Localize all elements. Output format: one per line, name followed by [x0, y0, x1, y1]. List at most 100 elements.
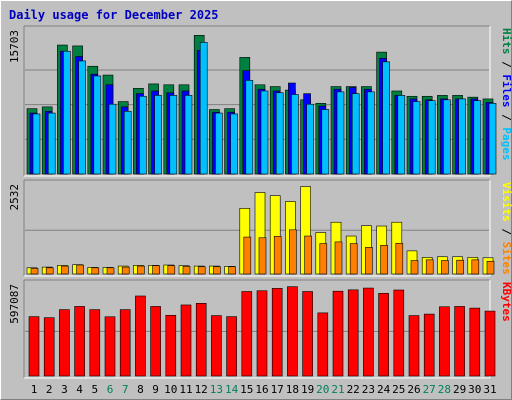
x-tick-label-day-25: 25 [392, 383, 405, 396]
bar-visits-sites-day-2 [45, 267, 54, 275]
x-tick-label-day-29: 29 [453, 383, 466, 396]
bar-hits-pages-day-8 [139, 95, 147, 175]
bar-kbytes-kbytes-day-18 [287, 286, 298, 377]
x-tick-label-day-13: 13 [210, 383, 223, 396]
bar-visits-sites-day-7 [121, 266, 130, 275]
bar-hits-pages-day-21 [336, 91, 345, 175]
bar-hits-pages-day-23 [367, 91, 375, 175]
x-tick-label-day-14: 14 [225, 383, 239, 396]
legend-entry-sites: Sites [500, 242, 512, 275]
legend-separator: / [500, 55, 512, 75]
x-tick-label-day-16: 16 [255, 383, 268, 396]
bar-kbytes-kbytes-day-22 [347, 289, 359, 377]
bar-hits-pages-day-1 [32, 113, 41, 175]
bar-hits-pages-day-22 [351, 93, 360, 175]
bar-kbytes-kbytes-day-8 [135, 295, 146, 377]
chart-title: Daily usage for December 2025 [9, 8, 219, 22]
bar-visits-sites-day-6 [106, 267, 115, 275]
bar-visits-sites-day-3 [61, 265, 69, 275]
bar-visits-sites-day-27 [425, 259, 434, 275]
bar-kbytes-kbytes-day-15 [241, 291, 253, 377]
bar-hits-pages-day-15 [245, 80, 254, 175]
bar-hits-pages-day-24 [382, 61, 390, 175]
bar-hits-pages-day-30 [473, 100, 482, 175]
bar-visits-sites-day-4 [76, 264, 84, 275]
x-tick-label-day-28: 28 [438, 383, 451, 396]
x-tick-label-day-17: 17 [271, 383, 284, 396]
bar-hits-pages-day-4 [78, 60, 86, 175]
bar-visits-sites-day-17 [273, 236, 282, 275]
bar-hits-pages-day-11 [184, 95, 193, 175]
bar-kbytes-kbytes-day-21 [332, 290, 344, 377]
bar-kbytes-kbytes-day-3 [59, 309, 70, 377]
x-tick-label-day-21: 21 [331, 383, 344, 396]
bar-hits-pages-day-28 [443, 99, 451, 175]
bar-hits-pages-day-18 [291, 94, 299, 175]
bar-kbytes-kbytes-day-29 [454, 306, 465, 377]
bar-kbytes-kbytes-day-4 [74, 306, 85, 377]
bar-kbytes-kbytes-day-11 [180, 304, 192, 377]
bar-kbytes-kbytes-day-20 [317, 312, 329, 377]
bar-visits-sites-day-26 [410, 260, 419, 275]
bar-hits-pages-day-13 [215, 112, 223, 175]
x-tick-label-day-2: 2 [46, 383, 53, 396]
bar-hits-pages-day-27 [427, 100, 436, 175]
bar-kbytes-kbytes-day-27 [423, 313, 435, 377]
bar-visits-sites-day-16 [258, 237, 267, 275]
legend-hits: Hits / Files / Pages [500, 28, 512, 161]
bar-visits-sites-day-22 [349, 243, 358, 275]
bar-hits-pages-day-5 [93, 75, 102, 175]
bar-visits-sites-day-30 [471, 259, 480, 275]
bar-kbytes-kbytes-day-2 [43, 317, 55, 377]
bar-visits-sites-day-1 [30, 268, 39, 275]
legend-entry-pages: Pages [500, 127, 512, 160]
ymax-label-kbytes: 597087 [8, 284, 21, 324]
x-tick-label-day-20: 20 [316, 383, 329, 396]
bar-kbytes-kbytes-day-24 [378, 292, 389, 377]
bar-hits-pages-day-10 [169, 95, 178, 175]
bar-kbytes-kbytes-day-31 [484, 310, 496, 377]
bar-visits-sites-day-14 [228, 266, 236, 275]
bar-kbytes-kbytes-day-12 [195, 303, 207, 377]
bar-kbytes-kbytes-day-5 [89, 309, 101, 377]
bar-kbytes-kbytes-day-14 [226, 316, 237, 377]
x-tick-label-day-26: 26 [407, 383, 420, 396]
bar-hits-pages-day-17 [275, 92, 284, 175]
x-tick-label-day-6: 6 [107, 383, 114, 396]
x-tick-label-day-5: 5 [91, 383, 98, 396]
legend-kbytes: KBytes [500, 282, 512, 322]
bar-visits-sites-day-12 [197, 266, 206, 275]
bar-kbytes-kbytes-day-23 [363, 287, 374, 377]
bar-hits-pages-day-25 [397, 95, 406, 175]
legend-visits: Visits / Sites [500, 182, 512, 275]
ymax-label-visits: 2532 [8, 184, 21, 211]
x-tick-label-day-15: 15 [240, 383, 253, 396]
x-tick-label-day-4: 4 [76, 383, 83, 396]
bar-hits-pages-day-12 [199, 42, 208, 175]
bar-visits-sites-day-5 [91, 267, 100, 275]
bar-visits-sites-day-15 [243, 236, 252, 275]
bar-kbytes-kbytes-day-1 [28, 316, 40, 377]
bar-hits-pages-day-31 [488, 103, 497, 175]
bar-kbytes-kbytes-day-26 [408, 315, 420, 377]
bar-hits-pages-day-14 [230, 113, 238, 175]
bar-visits-sites-day-9 [152, 265, 160, 275]
x-tick-label-day-3: 3 [61, 383, 68, 396]
bar-hits-pages-day-2 [47, 112, 56, 175]
legend-entry-hits: Hits [500, 28, 512, 55]
bar-kbytes-kbytes-day-9 [150, 306, 161, 377]
bar-visits-sites-day-8 [137, 265, 145, 275]
bar-visits-sites-day-23 [365, 247, 373, 275]
bar-kbytes-kbytes-day-25 [393, 289, 405, 377]
bar-visits-sites-day-29 [456, 259, 464, 275]
legend-separator: / [500, 108, 512, 128]
x-tick-label-day-24: 24 [377, 383, 391, 396]
bar-visits-sites-day-21 [334, 241, 343, 275]
x-tick-label-day-11: 11 [179, 383, 192, 396]
legend-separator: / [500, 222, 512, 242]
x-tick-label-day-22: 22 [347, 383, 360, 396]
legend-entry-files: Files [500, 74, 512, 107]
bar-hits-pages-day-3 [63, 50, 71, 175]
x-tick-label-day-7: 7 [122, 383, 129, 396]
x-tick-label-day-12: 12 [195, 383, 208, 396]
